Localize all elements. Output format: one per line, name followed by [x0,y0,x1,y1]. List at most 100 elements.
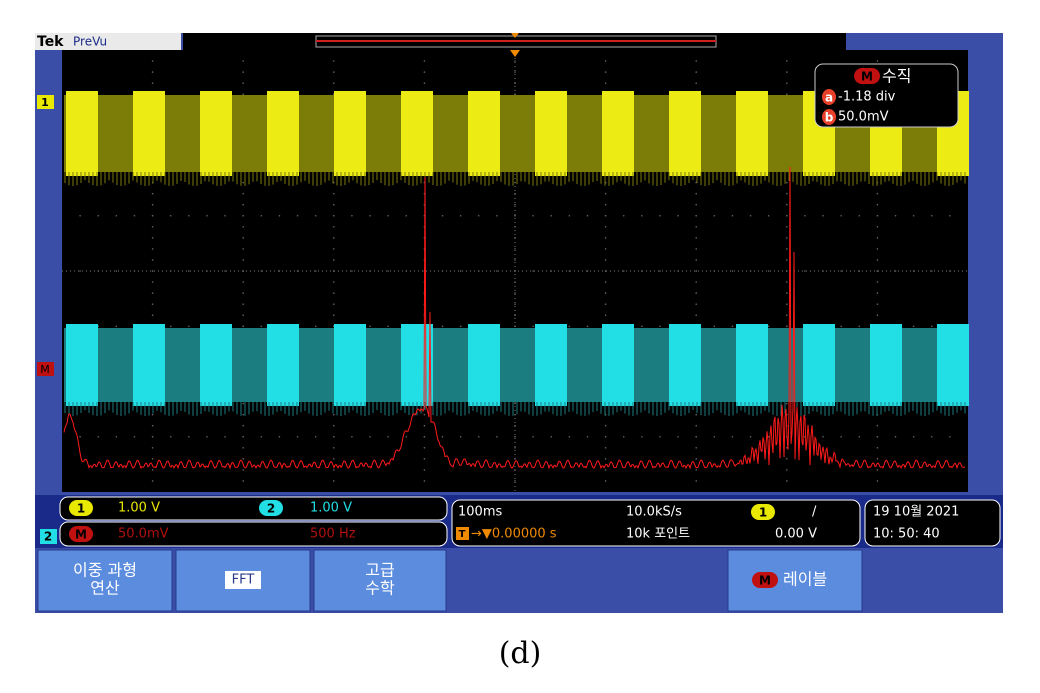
waveform-burst [736,324,768,406]
grid-dot [749,214,752,217]
grid-dot [514,214,516,217]
waveform-burst [669,91,701,176]
grid-dot [786,203,788,206]
grid-dot [876,281,879,283]
grid-dot [586,325,589,328]
grid-dot [695,435,697,438]
waveform-burst [736,91,768,176]
grid-dot [604,424,607,427]
grid-dot [151,469,154,471]
fft-trace [63,166,966,470]
channel-row [59,496,448,521]
grid-dot [786,314,788,317]
badge [259,500,283,516]
grid-dot [930,214,933,217]
waveforms [63,91,969,470]
grid-dot [242,248,244,250]
waveform-burst [66,324,98,406]
grid-dot [387,270,389,272]
grid-dot [930,270,933,272]
grid-dot [604,469,607,471]
grid-dot [188,270,190,272]
grid-dot [840,325,842,328]
grid-dot [151,314,154,317]
grid-dot [242,469,244,471]
softkey[interactable] [313,549,447,612]
waveform-burst [267,91,299,176]
grid-dot [659,325,661,328]
grid-dot [604,480,607,482]
trigger-icon [456,527,469,540]
grid-dot [242,226,244,228]
grid-dot [786,248,788,250]
grid-dot [278,435,281,438]
grid-dot [876,424,879,427]
grid-dot [242,181,244,184]
grid-dot [151,259,154,261]
grid-dot [278,270,281,272]
badge-label: a [825,91,833,105]
grid-dot [876,214,879,217]
grid-dot [151,447,154,449]
waveform-burst [602,91,634,176]
badge [69,526,93,542]
grid-dot [786,458,788,460]
waveform-burst [803,324,835,406]
badge-label: b [825,111,834,125]
badge [822,89,836,105]
grid-dot [695,192,697,195]
grid-dot [242,259,244,261]
marker [40,529,57,544]
grid-dot [151,226,154,228]
grid-dot [296,435,299,438]
grid-dot [876,237,879,239]
grid-dot [242,292,244,294]
waveform-burst [133,91,165,176]
grid-dot [912,214,915,217]
trigger-icon-label: T [459,529,466,540]
grid-dot [115,270,118,272]
grid-dot [695,248,697,250]
grid-dot [586,435,589,438]
grid-dot [151,203,154,206]
grid-dot [695,71,697,73]
grid-dot [695,447,697,449]
softkey[interactable] [37,549,173,612]
grid-dot [695,480,697,482]
waveform-burst [66,91,98,176]
grid-dot [786,93,788,95]
grid-dot [550,435,553,438]
softkey[interactable] [727,549,863,612]
grid-dot [151,458,154,460]
softkey-label: 이중 과형 [73,561,137,580]
grid-dot [333,480,335,482]
grid-dot [242,424,244,427]
grid-dot [622,435,625,438]
grid-dot [151,424,154,427]
grid-dot [115,214,118,217]
measurement-box [814,63,959,128]
grid-dot [333,458,335,460]
grid-dot [242,413,244,416]
grid-dot [695,469,697,471]
grid-dot [695,281,697,283]
grid-dot [822,214,824,217]
grid-dot [242,237,244,239]
grid-dot [604,314,607,317]
grid-dot [514,402,516,405]
grid-dot [151,413,154,416]
grid-dot [786,447,788,449]
mode: PreVu [73,35,107,49]
grid-dot [604,447,607,449]
grid-dot [333,259,335,261]
grid-dot [296,214,299,217]
grid-dot [786,259,788,261]
grid-dot [405,214,408,217]
grid-dot [876,447,879,449]
grid-dot [949,214,951,217]
grid-dot [912,435,915,438]
grid-dot [532,270,534,272]
grid-dot [604,214,607,217]
grid-dot [405,435,408,438]
grid-dot [333,281,335,283]
